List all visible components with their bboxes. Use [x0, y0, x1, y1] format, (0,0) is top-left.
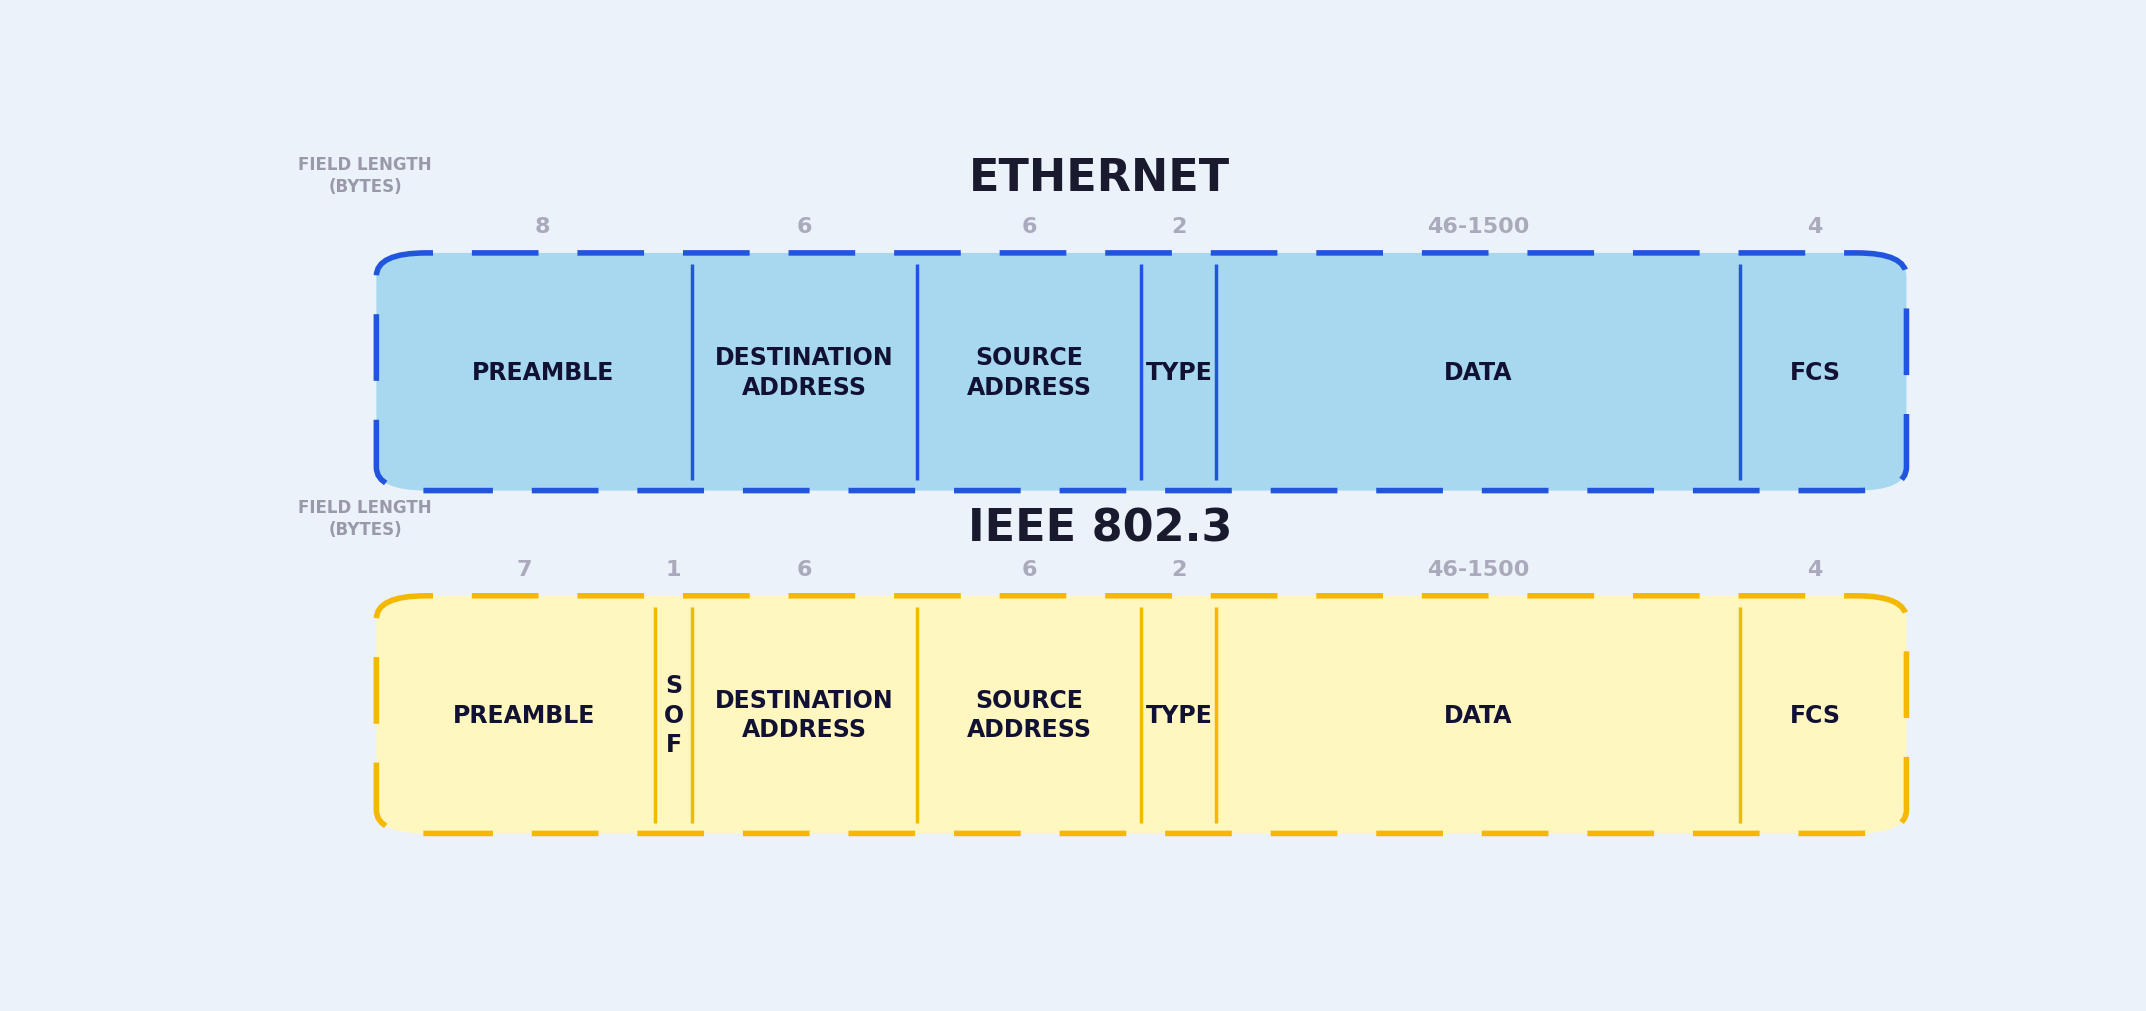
Text: 4: 4 [1807, 216, 1822, 237]
Text: S
O
F: S O F [663, 673, 685, 756]
Text: ETHERNET: ETHERNET [970, 157, 1230, 199]
Text: PREAMBLE: PREAMBLE [453, 703, 594, 727]
Text: PREAMBLE: PREAMBLE [472, 360, 614, 384]
FancyBboxPatch shape [376, 596, 1906, 834]
Text: DATA: DATA [1444, 703, 1513, 727]
Text: SOURCE
ADDRESS: SOURCE ADDRESS [966, 346, 1092, 399]
Text: 7: 7 [517, 559, 532, 579]
Text: 2: 2 [1172, 559, 1187, 579]
Text: 1: 1 [665, 559, 682, 579]
Text: TYPE: TYPE [1146, 360, 1212, 384]
Text: 6: 6 [796, 559, 813, 579]
Text: 4: 4 [1807, 559, 1822, 579]
Text: 2: 2 [1172, 216, 1187, 237]
Text: FCS: FCS [1790, 703, 1841, 727]
Text: 46-1500: 46-1500 [1427, 559, 1530, 579]
Text: IEEE 802.3: IEEE 802.3 [968, 507, 1232, 550]
Text: 46-1500: 46-1500 [1427, 216, 1530, 237]
Text: 6: 6 [1021, 559, 1037, 579]
Text: 6: 6 [796, 216, 813, 237]
Text: DESTINATION
ADDRESS: DESTINATION ADDRESS [715, 346, 895, 399]
Text: TYPE: TYPE [1146, 703, 1212, 727]
Text: FIELD LENGTH
(BYTES): FIELD LENGTH (BYTES) [298, 156, 431, 196]
Text: DESTINATION
ADDRESS: DESTINATION ADDRESS [715, 688, 895, 742]
Text: DATA: DATA [1444, 360, 1513, 384]
Text: 6: 6 [1021, 216, 1037, 237]
Text: FIELD LENGTH
(BYTES): FIELD LENGTH (BYTES) [298, 498, 431, 539]
FancyBboxPatch shape [376, 254, 1906, 491]
Text: SOURCE
ADDRESS: SOURCE ADDRESS [966, 688, 1092, 742]
Text: 8: 8 [534, 216, 549, 237]
Text: FCS: FCS [1790, 360, 1841, 384]
